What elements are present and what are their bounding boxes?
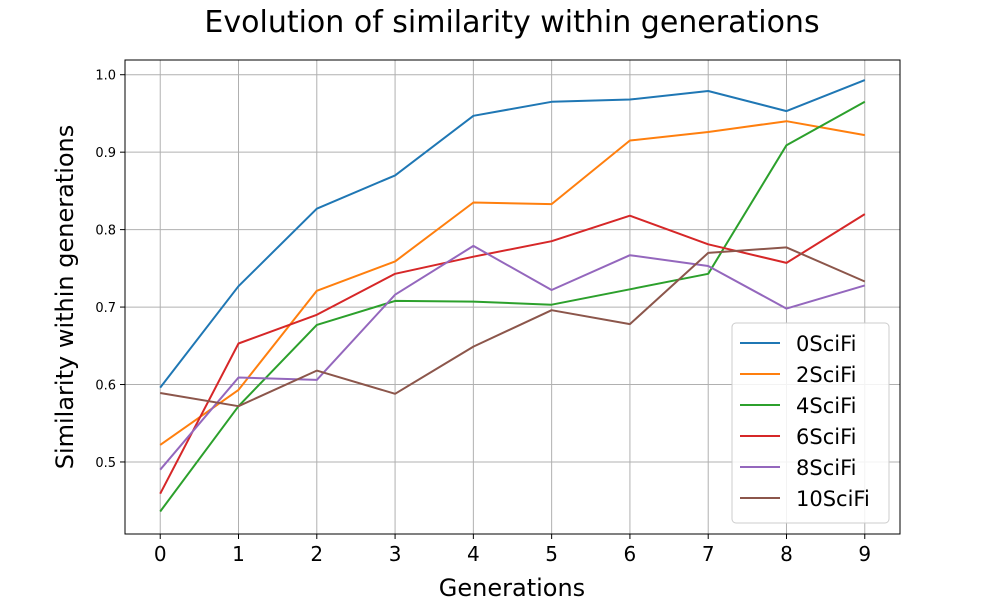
- legend-label: 6SciFi: [796, 425, 856, 449]
- x-axis-label: Generations: [439, 574, 585, 600]
- series-line-10SciFi: [160, 246, 866, 408]
- x-tick-label: 3: [389, 542, 402, 566]
- x-tick-label: 7: [702, 542, 715, 566]
- legend: 0SciFi 2SciFi 4SciFi 6SciFi 8SciFi 10SciFi: [731, 322, 890, 524]
- series-line-2SciFi: [159, 120, 865, 446]
- y-tick-label: 0.7: [95, 301, 116, 316]
- x-tick-label: 9: [858, 542, 871, 566]
- grid: [125, 60, 900, 534]
- x-tick-label: 5: [545, 542, 558, 566]
- legend-label: 2SciFi: [796, 363, 856, 387]
- y-tick-label: 0.6: [95, 379, 116, 394]
- series-line-6SciFi: [159, 213, 866, 495]
- plot-frame: [124, 59, 901, 535]
- x-tick-label: 2: [310, 542, 323, 566]
- y-tick-label: 1.0: [95, 69, 116, 84]
- legend-label: 0SciFi: [796, 332, 856, 356]
- series-line-4SciFi: [159, 100, 866, 513]
- tick-marks-and-labels: 0 1 2 3 4 5 6 7 8 9 0.5 0.6 0.7 0.8 0.9 1.0: [95, 69, 871, 566]
- legend-label: 8SciFi: [796, 456, 856, 480]
- x-tick-label: 4: [467, 542, 480, 566]
- series-line-0SciFi: [159, 79, 866, 389]
- y-tick-label: 0.9: [95, 146, 116, 161]
- x-tick-label: 1: [232, 542, 245, 566]
- series-line-8SciFi: [159, 244, 866, 471]
- legend-label: 10SciFi: [796, 487, 870, 511]
- x-tick-label: 6: [624, 542, 637, 566]
- x-tick-label: 8: [780, 542, 793, 566]
- y-axis-label: Similarity within generations: [51, 125, 79, 470]
- chart-title: Evolution of similarity within generatio…: [204, 5, 819, 40]
- x-tick-label: 0: [154, 542, 167, 566]
- y-tick-label: 0.5: [95, 456, 116, 471]
- legend-label: 4SciFi: [796, 394, 856, 418]
- y-tick-label: 0.8: [95, 224, 116, 239]
- series-lines: [159, 79, 866, 513]
